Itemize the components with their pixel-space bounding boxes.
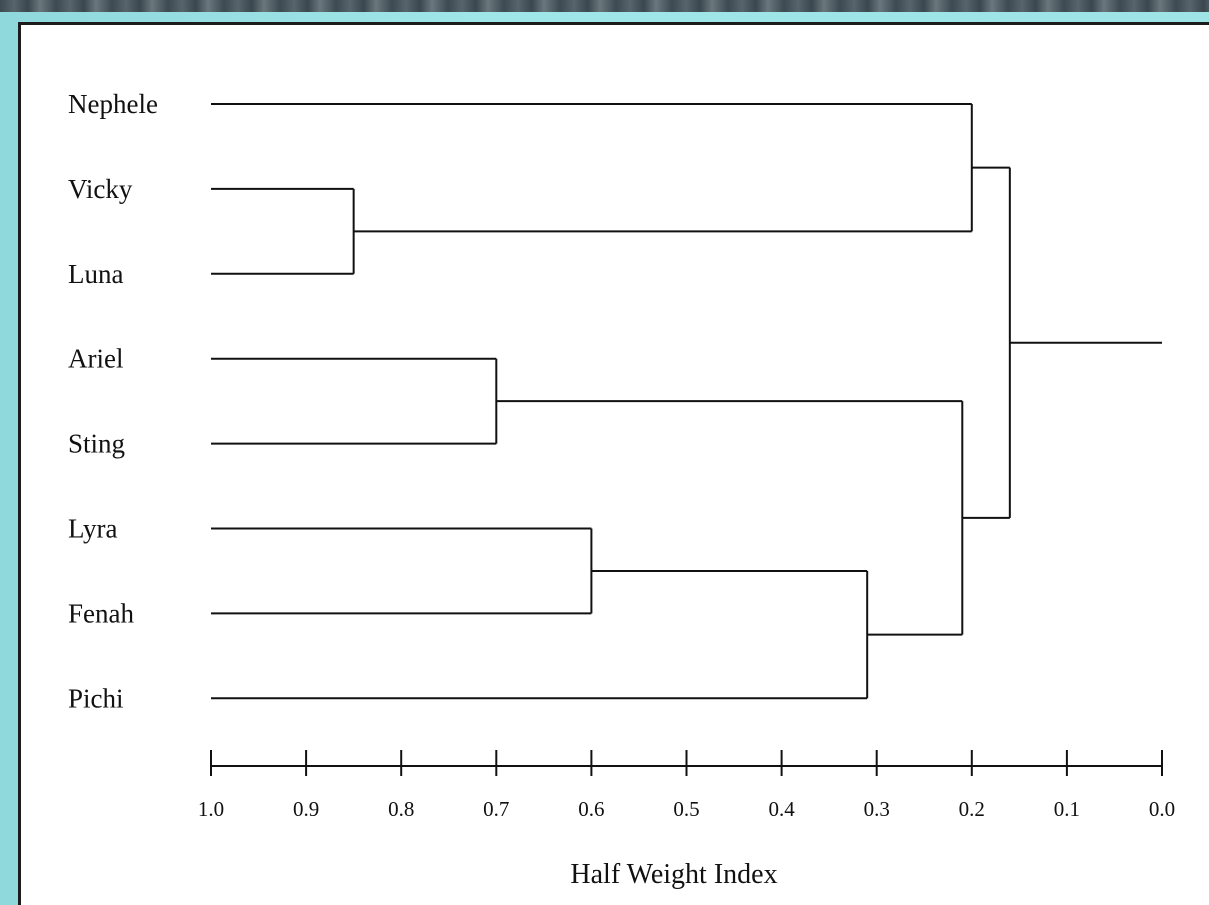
x-axis-title: Half Weight Index	[570, 859, 777, 890]
x-tick-label: 0.3	[864, 797, 890, 821]
x-tick-label: 0.4	[768, 797, 795, 821]
leaf-label-nephele: Nephele	[68, 89, 158, 119]
x-tick-label: 1.0	[198, 797, 224, 821]
x-tick-label: 0.8	[388, 797, 414, 821]
dendrogram-branches	[211, 103, 1162, 700]
leaf-label-lyra: Lyra	[68, 514, 117, 544]
x-tick-label: 0.9	[293, 797, 319, 821]
leaf-label-sting: Sting	[68, 429, 125, 459]
x-tick-label: 0.2	[959, 797, 985, 821]
leaf-label-fenah: Fenah	[68, 598, 134, 628]
x-tick-label: 0.0	[1149, 797, 1175, 821]
leaf-labels: Nephele Vicky Luna Ariel Sting Lyra Fenah Pichi	[68, 89, 158, 713]
x-axis: 1.0 0.9 0.8 0.7 0.6 0.5 0.4 0.3 0.2 0.1 0.0	[198, 750, 1175, 821]
leaf-label-pichi: Pichi	[68, 683, 124, 713]
x-tick-label: 0.7	[483, 797, 509, 821]
leaf-label-luna: Luna	[68, 259, 123, 289]
leaf-label-ariel: Ariel	[68, 344, 123, 374]
x-tick-label: 0.6	[578, 797, 604, 821]
x-tick-label: 0.1	[1054, 797, 1080, 821]
x-tick-label: 0.5	[673, 797, 699, 821]
leaf-label-vicky: Vicky	[68, 174, 133, 204]
decorative-top-band	[0, 0, 1209, 12]
